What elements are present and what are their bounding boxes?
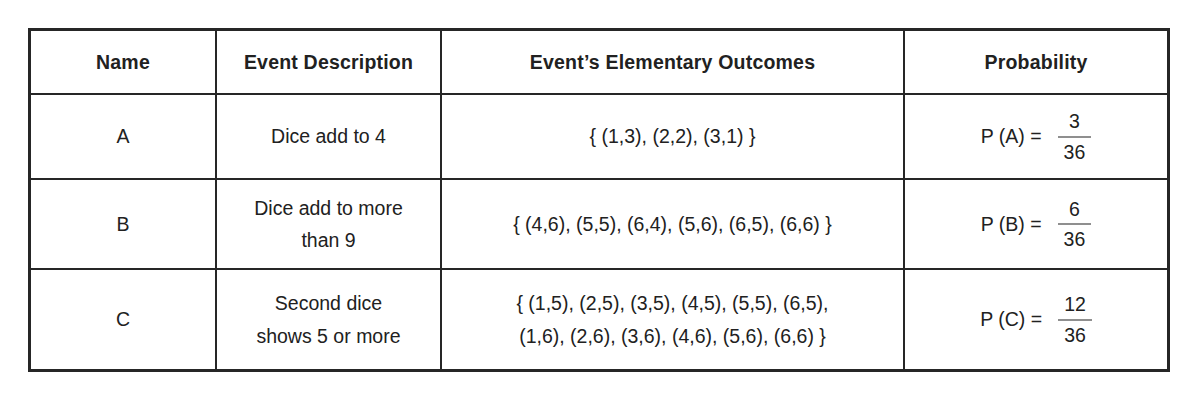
cell-description-b: Dice add to more than 9: [217, 180, 442, 270]
cell-probability-c: P (C) = 12 36: [905, 270, 1167, 369]
description-line: Second dice: [256, 287, 400, 319]
cell-name-c: C: [31, 270, 217, 369]
fraction-numerator: 6: [1063, 197, 1086, 221]
cell-outcomes-b: { (4,6), (5,5), (6,4), (5,6), (6,5), (6,…: [442, 180, 905, 270]
header-probability: Probability: [905, 31, 1167, 95]
cell-probability-b: P (B) = 6 36: [905, 180, 1167, 270]
probability-table: Name Event Description Event’s Elementar…: [28, 28, 1170, 372]
probability-label: P (C) =: [980, 303, 1042, 335]
fraction-numerator: 12: [1058, 292, 1092, 316]
outcomes-text: { (4,6), (5,5), (6,4), (5,6), (6,5), (6,…: [513, 208, 832, 240]
description-text: Second dice shows 5 or more: [256, 287, 400, 351]
outcomes-line: { (1,5), (2,5), (3,5), (4,5), (5,5), (6,…: [516, 287, 828, 319]
cell-name-b: B: [31, 180, 217, 270]
outcomes-line: { (1,3), (2,2), (3,1) }: [590, 120, 756, 152]
cell-description-c: Second dice shows 5 or more: [217, 270, 442, 369]
cell-name-a: A: [31, 95, 217, 180]
fraction-denominator: 36: [1058, 227, 1092, 251]
description-line: Dice add to more: [254, 192, 403, 224]
outcomes-line: (1,6), (2,6), (3,6), (4,6), (5,6), (6,6)…: [516, 320, 828, 352]
header-event-description: Event Description: [217, 31, 442, 95]
fraction-bar: [1058, 136, 1092, 138]
header-name: Name: [31, 31, 217, 95]
outcomes-text: { (1,5), (2,5), (3,5), (4,5), (5,5), (6,…: [516, 287, 828, 351]
cell-description-a: Dice add to 4: [217, 95, 442, 180]
description-line: shows 5 or more: [256, 320, 400, 352]
fraction-numerator: 3: [1063, 109, 1086, 133]
fraction-bar: [1058, 223, 1092, 225]
description-text: Dice add to more than 9: [254, 192, 403, 256]
fraction-denominator: 36: [1058, 323, 1092, 347]
description-line: than 9: [254, 224, 403, 256]
probability-fraction: 3 36: [1058, 109, 1092, 164]
outcomes-text: { (1,3), (2,2), (3,1) }: [590, 120, 756, 152]
description-line: Dice add to 4: [271, 120, 386, 152]
probability-label: P (B) =: [981, 208, 1042, 240]
cell-outcomes-c: { (1,5), (2,5), (3,5), (4,5), (5,5), (6,…: [442, 270, 905, 369]
probability-label: P (A) =: [981, 120, 1042, 152]
probability-fraction: 12 36: [1058, 292, 1092, 347]
fraction-denominator: 36: [1058, 140, 1092, 164]
description-text: Dice add to 4: [271, 120, 386, 152]
probability-fraction: 6 36: [1058, 197, 1092, 252]
cell-probability-a: P (A) = 3 36: [905, 95, 1167, 180]
outcomes-line: { (4,6), (5,5), (6,4), (5,6), (6,5), (6,…: [513, 208, 832, 240]
cell-outcomes-a: { (1,3), (2,2), (3,1) }: [442, 95, 905, 180]
header-elementary-outcomes: Event’s Elementary Outcomes: [442, 31, 905, 95]
fraction-bar: [1058, 319, 1092, 321]
